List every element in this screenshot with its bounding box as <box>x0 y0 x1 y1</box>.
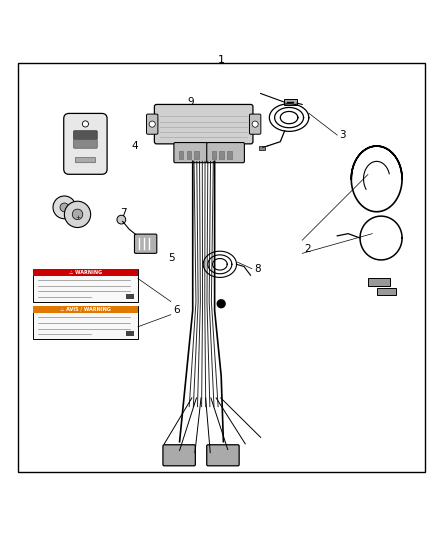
FancyBboxPatch shape <box>75 157 95 163</box>
FancyBboxPatch shape <box>154 104 253 144</box>
FancyBboxPatch shape <box>174 142 209 163</box>
Bar <box>33 269 138 276</box>
FancyBboxPatch shape <box>64 114 107 174</box>
Circle shape <box>53 196 76 219</box>
Circle shape <box>217 300 225 308</box>
Text: +: + <box>75 215 80 220</box>
Circle shape <box>60 203 69 212</box>
Bar <box>368 278 390 286</box>
Bar <box>187 151 191 159</box>
Text: 9: 9 <box>187 96 194 107</box>
Circle shape <box>252 121 258 127</box>
Text: 1: 1 <box>218 55 225 66</box>
Bar <box>219 151 224 159</box>
Bar <box>227 151 232 159</box>
FancyBboxPatch shape <box>250 114 261 134</box>
Text: 3: 3 <box>339 130 346 140</box>
FancyBboxPatch shape <box>146 114 158 134</box>
Bar <box>126 331 134 336</box>
Circle shape <box>72 209 83 220</box>
FancyBboxPatch shape <box>74 131 97 140</box>
Text: 8: 8 <box>254 264 261 273</box>
Circle shape <box>117 215 126 224</box>
Bar <box>179 151 183 159</box>
Bar <box>212 151 216 159</box>
FancyBboxPatch shape <box>207 445 239 466</box>
Bar <box>259 147 265 150</box>
Bar <box>377 288 396 295</box>
Text: ⚠ WARNING: ⚠ WARNING <box>69 270 102 274</box>
Bar <box>33 306 138 339</box>
Text: 4: 4 <box>131 141 138 151</box>
Text: 2: 2 <box>304 244 311 254</box>
Text: ⚠ AVIS / WARNING: ⚠ AVIS / WARNING <box>60 307 111 312</box>
Bar <box>33 269 138 302</box>
Circle shape <box>64 201 91 228</box>
FancyBboxPatch shape <box>74 140 97 148</box>
FancyBboxPatch shape <box>134 234 157 253</box>
Text: 5: 5 <box>169 253 175 263</box>
FancyBboxPatch shape <box>163 445 195 466</box>
Circle shape <box>82 121 88 127</box>
Bar <box>284 99 297 105</box>
Text: 6: 6 <box>173 305 180 316</box>
Bar <box>126 294 134 299</box>
Bar <box>194 151 199 159</box>
Bar <box>33 306 138 313</box>
Circle shape <box>149 121 155 127</box>
Text: 7: 7 <box>120 208 127 218</box>
FancyBboxPatch shape <box>207 142 244 163</box>
